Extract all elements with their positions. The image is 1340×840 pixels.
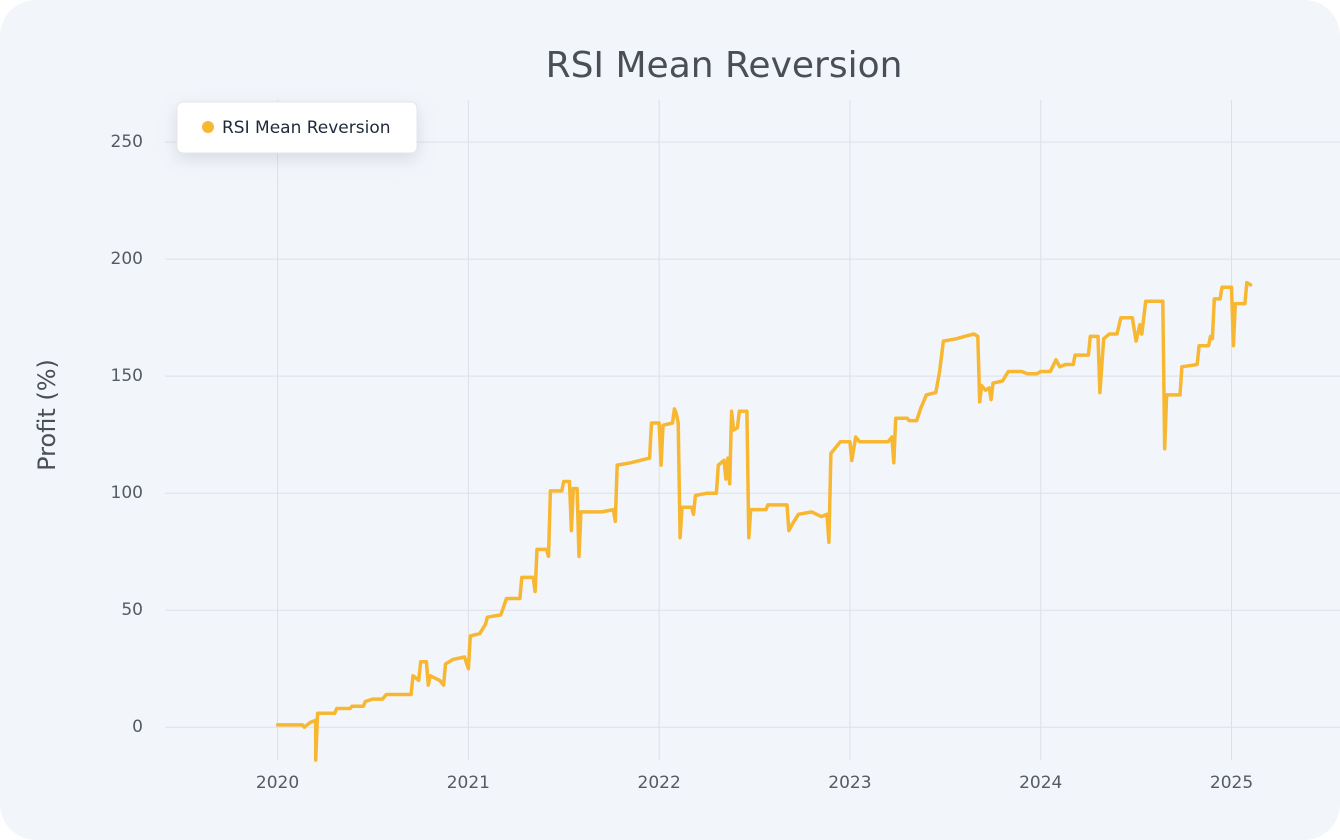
- x-tick-label: 2022: [638, 773, 681, 793]
- plot: [275, 280, 1253, 762]
- y-tick-label: 100: [111, 483, 143, 503]
- y-tick-label: 0: [132, 717, 143, 737]
- legend: RSI Mean Reversion: [176, 101, 418, 154]
- x-tick-label: 2020: [256, 773, 299, 793]
- x-tick-label: 2023: [828, 773, 871, 793]
- y-tick-label: 200: [111, 249, 143, 269]
- y-axis-label: Profit (%): [33, 359, 61, 471]
- x-tick-label: 2024: [1019, 773, 1062, 793]
- y-tick-label: 150: [111, 366, 143, 386]
- legend-label: RSI Mean Reversion: [222, 118, 391, 138]
- legend-marker: [202, 121, 214, 133]
- y-tick-label: 50: [121, 600, 143, 620]
- y-tick-label: 250: [111, 132, 143, 152]
- x-tick-label: 2021: [447, 773, 490, 793]
- chart-title: RSI Mean Reversion: [546, 45, 903, 86]
- line-series: [275, 280, 1253, 762]
- x-tick-label: 2025: [1210, 773, 1253, 793]
- legend-box: [176, 101, 418, 154]
